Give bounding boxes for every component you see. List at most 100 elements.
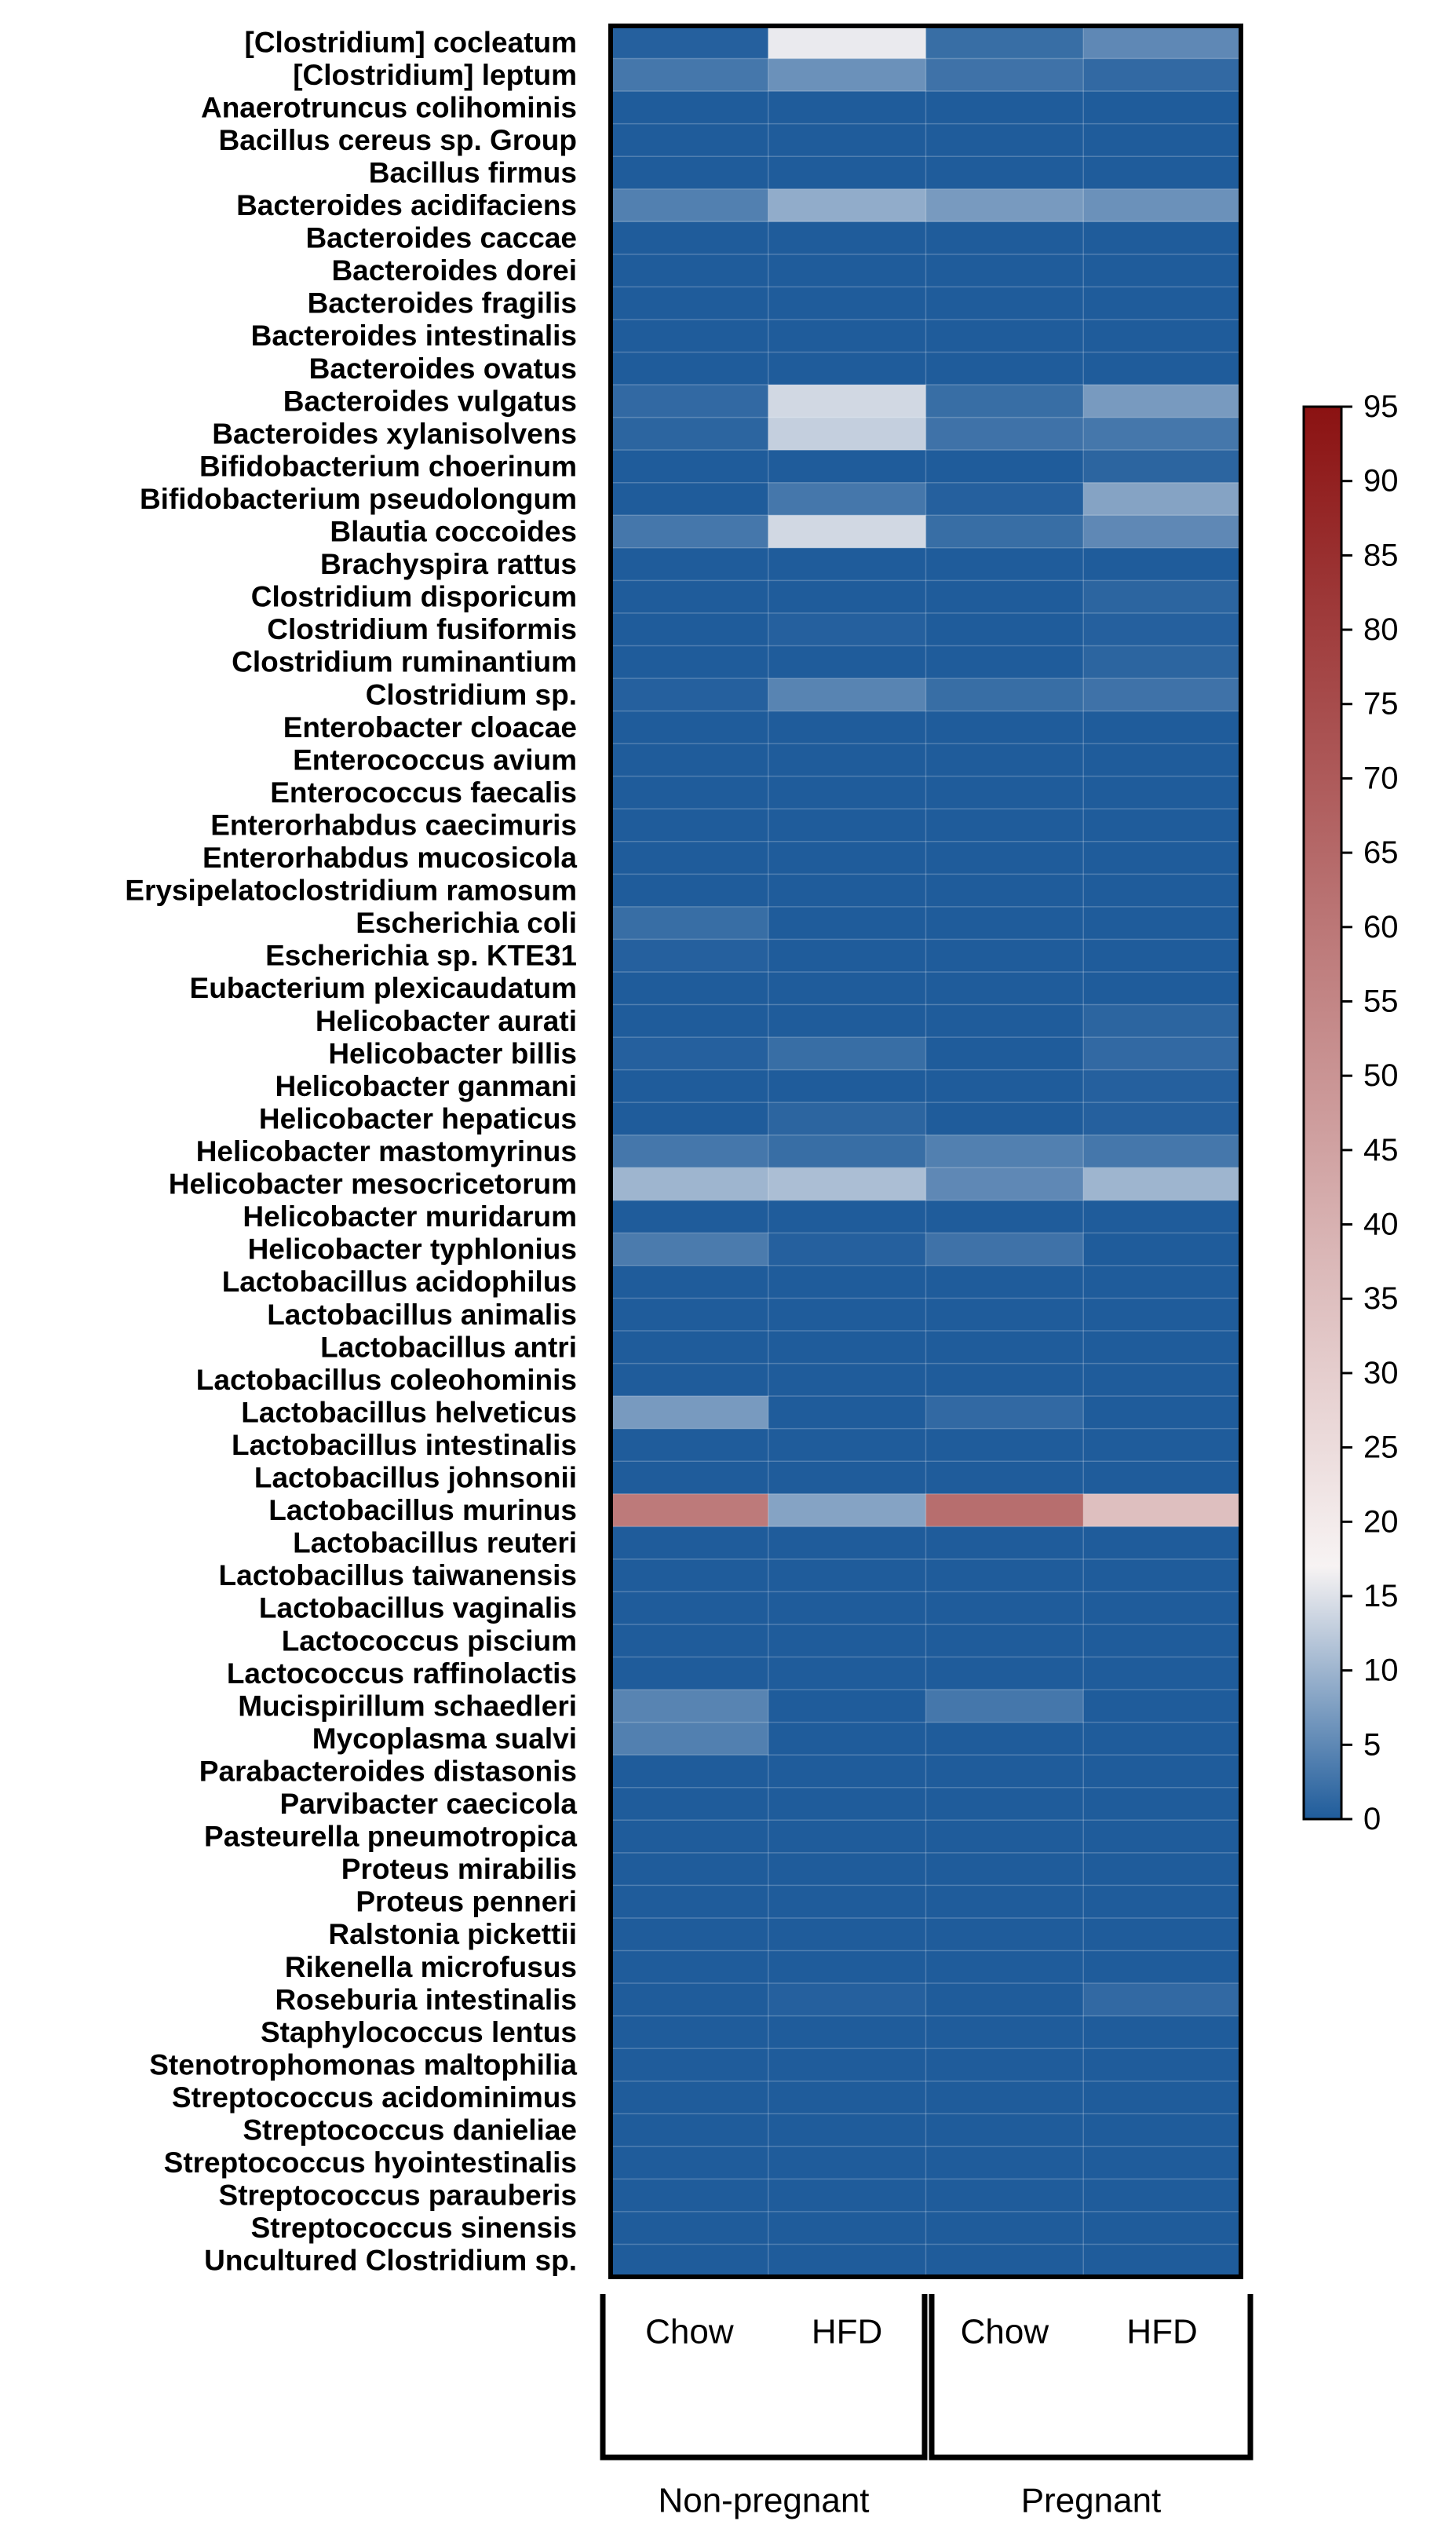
heatmap-cell bbox=[768, 1885, 927, 1919]
heatmap-cell bbox=[768, 1722, 927, 1756]
heatmap-cell bbox=[768, 450, 927, 484]
heatmap-cell bbox=[611, 287, 769, 320]
heatmap-cell bbox=[611, 254, 769, 288]
heatmap-cell bbox=[611, 1069, 769, 1103]
heatmap-cell bbox=[1083, 939, 1242, 973]
heatmap-cell bbox=[1083, 1134, 1242, 1168]
heatmap-cell bbox=[925, 1265, 1084, 1299]
heatmap-cell bbox=[925, 809, 1084, 842]
heatmap-cell bbox=[1083, 515, 1242, 549]
heatmap-frame bbox=[608, 24, 1243, 2279]
heatmap-cell bbox=[611, 1526, 769, 1560]
row-label: Helicobacter mesocricetorum bbox=[169, 1168, 577, 1200]
row-label: Bifidobacterium pseudolongum bbox=[140, 483, 577, 515]
column-label: HFD bbox=[812, 2313, 882, 2351]
heatmap-cell bbox=[1083, 2048, 1242, 2082]
heatmap-cell bbox=[925, 1917, 1084, 1952]
heatmap-cell bbox=[768, 580, 927, 614]
colorbar-tick-label: 90 bbox=[1363, 464, 1399, 499]
row-label: Lactobacillus helveticus bbox=[241, 1396, 577, 1428]
heatmap-cell bbox=[768, 188, 927, 222]
row-label: Helicobacter aurati bbox=[316, 1005, 577, 1037]
heatmap-cell bbox=[1083, 1690, 1242, 1723]
heatmap-cell bbox=[768, 1167, 927, 1201]
heatmap-cell bbox=[768, 1852, 927, 1886]
row-label: Enterorhabdus caecimuris bbox=[210, 809, 577, 841]
heatmap-cell bbox=[611, 1265, 769, 1299]
heatmap-cell bbox=[768, 26, 927, 60]
heatmap-cell bbox=[925, 319, 1084, 353]
heatmap-cell bbox=[925, 352, 1084, 385]
heatmap-cell bbox=[1083, 1591, 1242, 1625]
heatmap-cell bbox=[925, 1363, 1084, 1397]
heatmap-cell bbox=[611, 1885, 769, 1919]
heatmap-cell bbox=[768, 1037, 927, 1071]
heatmap-cell bbox=[1083, 2211, 1242, 2245]
row-label: Blautia coccoides bbox=[330, 516, 577, 548]
heatmap-cell bbox=[768, 1134, 927, 1168]
heatmap-cell bbox=[1083, 874, 1242, 908]
heatmap-cell bbox=[611, 1690, 769, 1723]
heatmap-cell bbox=[768, 1690, 927, 1723]
heatmap-cell bbox=[1083, 1331, 1242, 1365]
heatmap-cell bbox=[1083, 1657, 1242, 1690]
heatmap-cell bbox=[925, 645, 1084, 679]
heatmap-cell bbox=[1083, 1526, 1242, 1560]
heatmap-cell bbox=[611, 2015, 769, 2049]
row-label: Parabacteroides distasonis bbox=[199, 1755, 577, 1787]
heatmap-cell bbox=[611, 971, 769, 1006]
heatmap-cell bbox=[925, 1885, 1084, 1919]
heatmap-cell bbox=[768, 2015, 927, 2049]
group-label: Pregnant bbox=[1021, 2482, 1162, 2520]
heatmap-cell bbox=[925, 1069, 1084, 1103]
row-label: Lactobacillus acidophilus bbox=[222, 1266, 577, 1298]
heatmap-cell bbox=[925, 2211, 1084, 2245]
row-label: Helicobacter mastomyrinus bbox=[196, 1135, 577, 1167]
heatmap-cell bbox=[768, 1787, 927, 1821]
row-label: Clostridium sp. bbox=[366, 678, 577, 711]
heatmap-cell bbox=[925, 971, 1084, 1006]
heatmap-cell bbox=[925, 1493, 1084, 1527]
heatmap-cell bbox=[1083, 1102, 1242, 1136]
heatmap-cell bbox=[611, 2048, 769, 2082]
heatmap-cell bbox=[611, 678, 769, 712]
colorbar-tick-label: 5 bbox=[1363, 1727, 1381, 1762]
heatmap-cell bbox=[768, 352, 927, 385]
heatmap-cell bbox=[768, 776, 927, 809]
heatmap-cell bbox=[768, 645, 927, 679]
row-label: Stenotrophomonas maltophilia bbox=[149, 2048, 577, 2081]
heatmap-cell bbox=[925, 1591, 1084, 1625]
column-label: Chow bbox=[961, 2313, 1049, 2351]
heatmap-cell bbox=[1083, 1983, 1242, 2017]
heatmap-cell bbox=[925, 221, 1084, 255]
heatmap-cell bbox=[611, 744, 769, 777]
heatmap-cell bbox=[611, 1950, 769, 1984]
heatmap-cell bbox=[925, 1102, 1084, 1136]
heatmap-cell bbox=[925, 450, 1084, 484]
heatmap-cell bbox=[1083, 319, 1242, 353]
heatmap-cell bbox=[925, 580, 1084, 614]
heatmap-cell bbox=[768, 482, 927, 516]
heatmap-cell bbox=[925, 1820, 1084, 1854]
heatmap-cell bbox=[925, 711, 1084, 744]
heatmap-cell bbox=[1083, 1852, 1242, 1886]
heatmap-cell bbox=[1083, 1396, 1242, 1430]
heatmap-cell bbox=[768, 91, 927, 125]
heatmap-cell bbox=[1083, 776, 1242, 809]
heatmap-cell bbox=[768, 711, 927, 744]
heatmap-cell bbox=[925, 1233, 1084, 1266]
heatmap-cell bbox=[925, 123, 1084, 157]
heatmap-cell bbox=[1083, 1917, 1242, 1952]
colorbar-tick-label: 70 bbox=[1363, 761, 1399, 795]
row-label: Clostridium disporicum bbox=[251, 581, 577, 613]
heatmap-cell bbox=[925, 1624, 1084, 1658]
heatmap-cell bbox=[768, 1428, 927, 1462]
colorbar-tick-label: 55 bbox=[1363, 984, 1399, 1018]
heatmap-cell bbox=[1083, 385, 1242, 418]
heatmap-cell bbox=[1083, 91, 1242, 125]
heatmap-cell bbox=[1083, 1787, 1242, 1821]
heatmap-cell bbox=[925, 1428, 1084, 1462]
heatmap-cell bbox=[768, 1526, 927, 1560]
row-label: Bacteroides ovatus bbox=[309, 353, 577, 385]
